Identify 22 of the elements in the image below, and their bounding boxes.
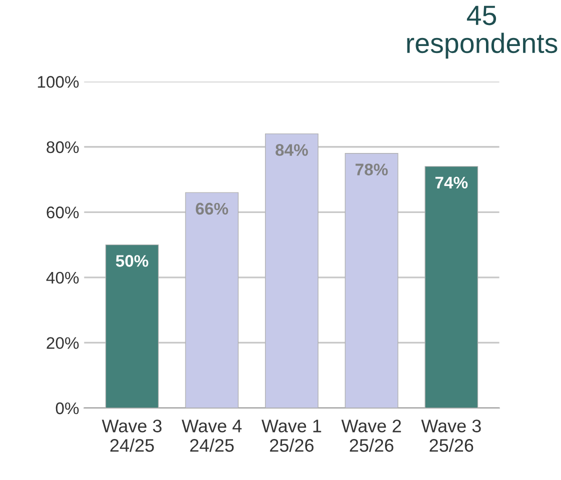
data-label: 66%: [196, 202, 228, 215]
bar: [185, 192, 239, 408]
x-tick-label: Wave 2 25/26: [341, 420, 401, 452]
x-tick-label: Wave 3 25/26: [421, 420, 481, 452]
x-tick-label: Wave 3 24/25: [102, 420, 162, 452]
bar: [424, 166, 478, 408]
y-tick-label: 40%: [46, 272, 79, 284]
y-tick-label: 100%: [38, 76, 79, 88]
x-tick-label: Wave 4 24/25: [182, 420, 242, 452]
data-label: 78%: [356, 164, 388, 176]
data-label: 50%: [116, 255, 148, 267]
y-tick-label: 60%: [46, 206, 79, 218]
y-tick-label: 80%: [46, 141, 79, 154]
bar: [265, 133, 318, 408]
bar: [344, 153, 398, 408]
x-tick-label: Wave 1 25/26: [262, 420, 322, 452]
data-label: 74%: [435, 176, 468, 188]
chart-title: 45 respondents: [407, 6, 558, 59]
data-label: 84%: [276, 144, 308, 156]
y-tick-label: 20%: [46, 337, 79, 349]
bar: [105, 244, 159, 408]
y-tick-label: 0%: [56, 402, 79, 414]
